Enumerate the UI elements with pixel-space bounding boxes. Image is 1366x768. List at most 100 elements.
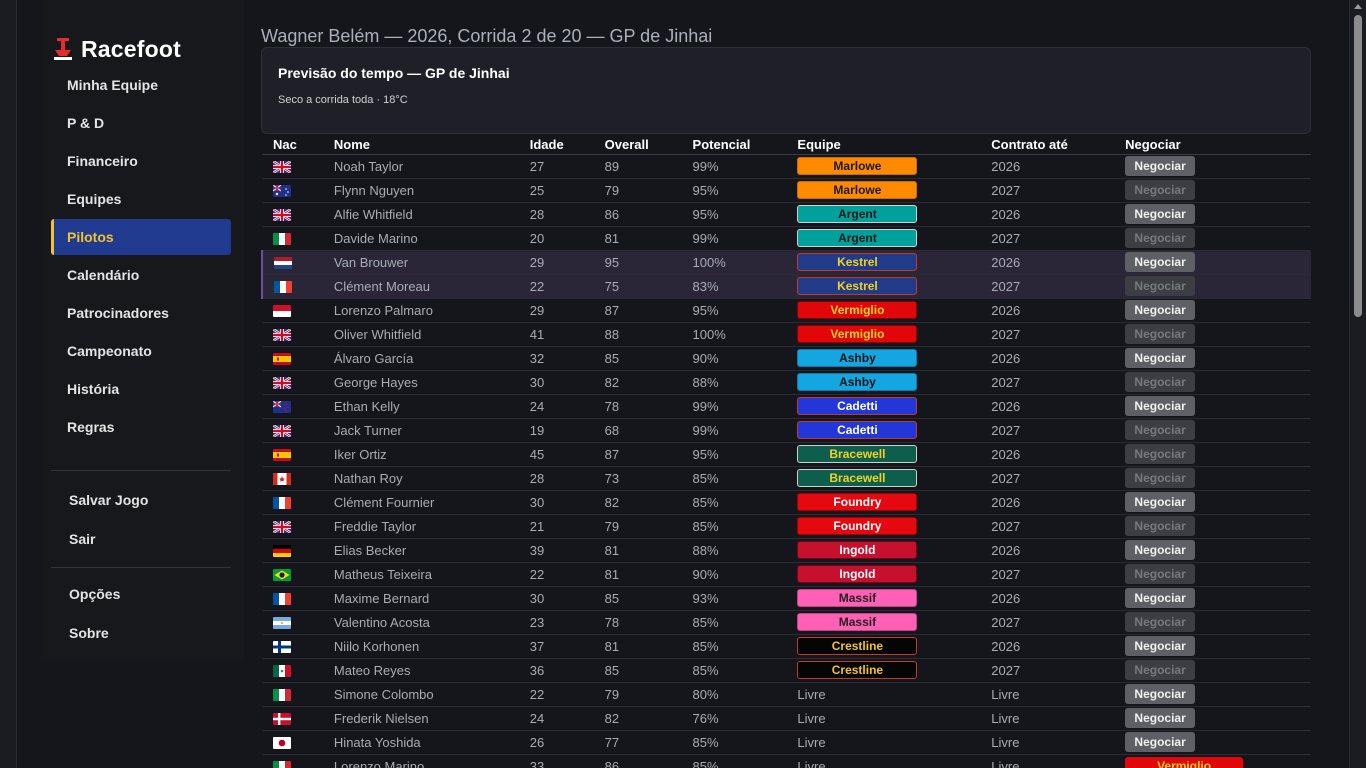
- sidebar-item-campeonato[interactable]: Campeonato: [67, 343, 152, 359]
- team-badge[interactable]: Crestline: [797, 637, 918, 655]
- sidebar-item-equipes[interactable]: Equipes: [67, 191, 122, 207]
- negotiate-button[interactable]: Negociar: [1125, 252, 1196, 272]
- sidebar-item-opcoes[interactable]: Opções: [69, 586, 121, 602]
- sidebar-item-patrocinadores[interactable]: Patrocinadores: [67, 305, 169, 321]
- scrollbar-thumb[interactable]: [1354, 15, 1362, 317]
- team-badge[interactable]: Foundry: [797, 517, 918, 535]
- negotiate-button[interactable]: Negociar: [1125, 396, 1196, 416]
- column-header-contrato[interactable]: Contrato até: [991, 136, 1126, 155]
- team-badge[interactable]: Argent: [797, 229, 918, 247]
- column-header-idade[interactable]: Idade: [529, 136, 605, 155]
- team-badge[interactable]: Foundry: [797, 493, 918, 511]
- team-badge[interactable]: Argent: [797, 205, 918, 223]
- negotiate-button[interactable]: Negociar: [1125, 684, 1196, 704]
- column-header-nome[interactable]: Nome: [333, 136, 530, 155]
- negotiate-button[interactable]: Negociar: [1125, 492, 1196, 512]
- vertical-scrollbar[interactable]: [1349, 0, 1366, 768]
- team-badge[interactable]: Marlowe: [797, 181, 918, 199]
- table-row[interactable]: Maxime Bernard 30 85 93% Massif 2026 Negociar: [262, 586, 1311, 611]
- cell-contract: 2027: [991, 514, 1126, 539]
- negotiate-button[interactable]: Negociar: [1125, 708, 1196, 728]
- sidebar-item-pilotos[interactable]: Pilotos: [51, 219, 231, 255]
- table-row[interactable]: Oliver Whitfield 41 88 100% Vermiglio 2027 Neg…: [262, 322, 1311, 347]
- sidebar-item-sobre[interactable]: Sobre: [69, 625, 109, 641]
- team-badge[interactable]: Marlowe: [797, 157, 918, 175]
- table-row[interactable]: Freddie Taylor 21 79 85% Foundry 2027 Negociar: [262, 514, 1311, 539]
- table-row[interactable]: Flynn Nguyen 25 79 95% Marlowe 2027 Negociar: [262, 178, 1311, 203]
- cell-contract: Livre: [991, 730, 1126, 755]
- negotiate-button[interactable]: Negociar: [1125, 636, 1196, 656]
- flag-dk-icon: [273, 713, 291, 726]
- cell-contract: 2027: [991, 274, 1126, 299]
- negotiate-button[interactable]: Negociar: [1125, 732, 1196, 752]
- team-badge[interactable]: Ashby: [797, 349, 918, 367]
- table-row[interactable]: Lorenzo Palmaro 29 87 95% Vermiglio 2026 Negoc…: [262, 298, 1311, 323]
- table-row[interactable]: Valentino Acosta 23 78 85% Massif 2027 Negocia…: [262, 610, 1311, 635]
- column-header-potencial[interactable]: Potencial: [692, 136, 798, 155]
- cell-age: 20: [529, 226, 605, 251]
- negotiate-button[interactable]: Negociar: [1125, 300, 1196, 320]
- sidebar-item-salvar-jogo[interactable]: Salvar Jogo: [69, 492, 149, 508]
- cell-age: 30: [529, 370, 605, 395]
- scroll-up-arrow-icon[interactable]: [1354, 4, 1362, 9]
- cell-potential: 100%: [692, 250, 798, 275]
- team-badge[interactable]: Kestrel: [797, 277, 918, 295]
- column-header-equipe[interactable]: Equipe: [797, 136, 992, 155]
- table-row[interactable]: Jack Turner 19 68 99% Cadetti 2027 Negociar: [262, 418, 1311, 443]
- table-row[interactable]: Iker Ortiz 45 87 95% Bracewell 2026 Negociar: [262, 442, 1311, 467]
- table-row[interactable]: George Hayes 30 82 88% Ashby 2027 Negociar: [262, 370, 1311, 395]
- cell-potential: 100%: [692, 322, 798, 347]
- negotiate-button[interactable]: Negociar: [1125, 588, 1196, 608]
- team-badge[interactable]: Vermiglio: [797, 325, 918, 343]
- table-row[interactable]: Ethan Kelly 24 78 99% Cadetti 2026 Negociar: [262, 394, 1311, 419]
- negotiate-button[interactable]: Negociar: [1125, 204, 1196, 224]
- team-badge[interactable]: Kestrel: [797, 253, 918, 271]
- table-row[interactable]: Clément Moreau 22 75 83% Kestrel 2027 Negociar: [261, 274, 1311, 299]
- team-badge[interactable]: Ashby: [797, 373, 918, 391]
- team-badge[interactable]: Massif: [797, 589, 918, 607]
- table-row[interactable]: Hinata Yoshida 26 77 85% Livre Livre Negociar: [262, 730, 1311, 755]
- table-row[interactable]: Lorenzo Marino 33 86 85% Livre Livre Vermiglio: [262, 754, 1311, 768]
- cell-contract: Livre: [991, 706, 1126, 731]
- table-row[interactable]: Davide Marino 20 81 99% Argent 2027 Negociar: [262, 226, 1311, 251]
- column-header-negociar[interactable]: Negociar: [1125, 136, 1311, 155]
- sidebar-item-calendario[interactable]: Calendário: [67, 267, 140, 283]
- table-row[interactable]: Van Brouwer 29 95 100% Kestrel 2026 Negociar: [261, 250, 1311, 275]
- sidebar-item-sair[interactable]: Sair: [69, 531, 96, 547]
- cell-overall: 77: [604, 730, 693, 755]
- sidebar-item-regras[interactable]: Regras: [67, 419, 115, 435]
- table-row[interactable]: Simone Colombo 22 79 80% Livre Livre Negociar: [262, 682, 1311, 707]
- team-badge[interactable]: Crestline: [797, 661, 918, 679]
- sidebar-item-minha-equipe[interactable]: Minha Equipe: [67, 77, 158, 93]
- sidebar-item-financeiro[interactable]: Financeiro: [67, 153, 138, 169]
- table-row[interactable]: Noah Taylor 27 89 99% Marlowe 2026 Negociar: [262, 154, 1311, 179]
- table-row[interactable]: Alfie Whitfield 28 86 95% Argent 2026 Negociar: [262, 202, 1311, 227]
- team-badge[interactable]: Ingold: [797, 541, 918, 559]
- cell-name: Davide Marino: [333, 226, 530, 251]
- negotiate-button[interactable]: Negociar: [1125, 348, 1196, 368]
- table-row[interactable]: Clément Fournier 30 82 85% Foundry 2026 Negoci…: [262, 490, 1311, 515]
- column-header-nac[interactable]: Nac: [262, 136, 334, 155]
- table-row[interactable]: Elias Becker 39 81 88% Ingold 2026 Negociar: [262, 538, 1311, 563]
- table-row[interactable]: Nathan Roy 28 73 85% Bracewell 2027 Negociar: [262, 466, 1311, 491]
- column-header-overall[interactable]: Overall: [604, 136, 693, 155]
- negotiating-team-badge[interactable]: Vermiglio: [1125, 757, 1244, 768]
- negotiate-button[interactable]: Negociar: [1125, 156, 1196, 176]
- table-row[interactable]: Niilo Korhonen 37 81 85% Crestline 2026 Negoci…: [262, 634, 1311, 659]
- table-row[interactable]: Álvaro García 32 85 90% Ashby 2026 Negociar: [262, 346, 1311, 371]
- team-badge[interactable]: Cadetti: [797, 397, 918, 415]
- table-row[interactable]: Mateo Reyes 36 85 85% Crestline 2027 Negociar: [262, 658, 1311, 683]
- team-badge[interactable]: Cadetti: [797, 421, 918, 439]
- table-row[interactable]: Frederik Nielsen 24 82 76% Livre Livre Negocia…: [262, 706, 1311, 731]
- team-badge[interactable]: Bracewell: [797, 445, 918, 463]
- sidebar-item-p-d[interactable]: P & D: [67, 115, 105, 131]
- team-badge[interactable]: Massif: [797, 613, 918, 631]
- cell-team: Livre: [797, 682, 992, 707]
- team-badge[interactable]: Vermiglio: [797, 301, 918, 319]
- table-row[interactable]: Matheus Teixeira 22 81 90% Ingold 2027 Negocia…: [262, 562, 1311, 587]
- negotiate-button[interactable]: Negociar: [1125, 540, 1196, 560]
- sidebar-item-historia[interactable]: História: [67, 381, 120, 397]
- team-badge[interactable]: Bracewell: [797, 469, 918, 487]
- team-badge[interactable]: Ingold: [797, 565, 918, 583]
- flag-gb-icon: [273, 425, 291, 438]
